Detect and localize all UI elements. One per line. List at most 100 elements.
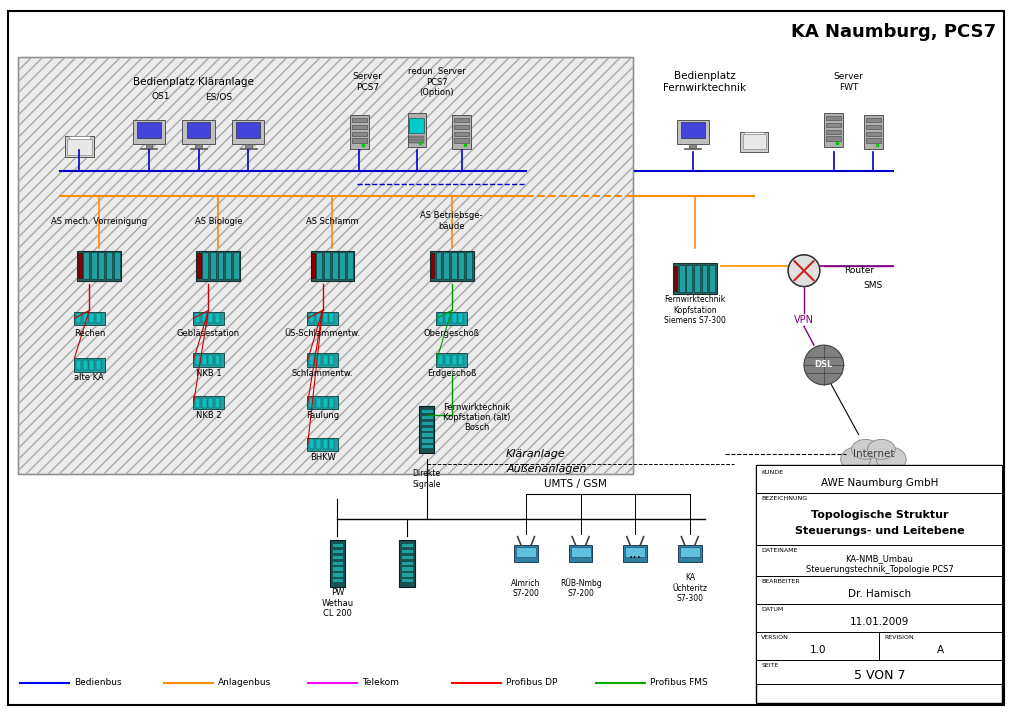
Text: Almrich
S7-200: Almrich S7-200	[511, 579, 540, 598]
Bar	[570, 547, 590, 557]
Bar	[232, 252, 238, 279]
Text: alte KA: alte KA	[74, 373, 104, 383]
Bar	[678, 545, 701, 562]
Bar	[316, 355, 321, 365]
Bar	[208, 313, 213, 323]
Bar	[316, 398, 321, 408]
Text: BEARBEITER: BEARBEITER	[760, 579, 799, 584]
Ellipse shape	[840, 447, 869, 471]
Text: ÜS-Schlammentw.: ÜS-Schlammentw.	[284, 329, 361, 337]
Bar	[421, 409, 432, 413]
Bar	[83, 360, 88, 370]
Bar	[458, 252, 464, 279]
Text: DATEINAME: DATEINAME	[760, 548, 797, 553]
FancyBboxPatch shape	[18, 57, 633, 474]
Bar	[676, 120, 708, 144]
Bar	[322, 398, 327, 408]
Bar	[436, 312, 467, 325]
Bar	[755, 604, 1002, 632]
Bar	[409, 118, 424, 133]
Bar	[451, 115, 471, 149]
Text: Rechen: Rechen	[73, 329, 105, 337]
Bar	[96, 313, 101, 323]
Bar	[755, 545, 1002, 577]
Bar	[865, 139, 880, 143]
Text: DATUM: DATUM	[760, 607, 783, 612]
Text: 1.0: 1.0	[809, 645, 825, 655]
Text: Profibus DP: Profibus DP	[505, 678, 557, 687]
Bar	[329, 355, 334, 365]
Text: PW
Wethau
CL 200: PW Wethau CL 200	[321, 588, 354, 618]
Text: Anlagenbus: Anlagenbus	[218, 678, 271, 687]
Bar	[686, 265, 692, 292]
Text: Dr. Hamisch: Dr. Hamisch	[847, 589, 910, 600]
Text: Profibus FMS: Profibus FMS	[649, 678, 707, 687]
Bar	[322, 355, 327, 365]
Text: KA Naumburg, PCS7: KA Naumburg, PCS7	[790, 24, 995, 42]
Bar	[217, 252, 223, 279]
Text: Obergeschoß: Obergeschoß	[423, 329, 479, 337]
Bar	[708, 265, 714, 292]
Text: A: A	[936, 645, 944, 655]
Bar	[623, 545, 646, 562]
Bar	[331, 543, 343, 547]
Bar	[458, 355, 463, 365]
Bar	[453, 118, 469, 123]
Text: KUNDE: KUNDE	[760, 470, 783, 475]
Bar	[202, 398, 207, 408]
Bar	[742, 134, 765, 149]
Bar	[681, 123, 704, 138]
Bar	[684, 148, 700, 149]
Bar	[69, 136, 90, 139]
Bar	[350, 115, 368, 149]
Bar	[215, 313, 220, 323]
Bar	[400, 567, 413, 571]
Bar	[316, 313, 321, 323]
Bar	[78, 253, 82, 279]
Bar	[197, 253, 201, 279]
Bar	[195, 398, 200, 408]
Bar	[438, 313, 442, 323]
Bar	[245, 144, 252, 148]
Bar	[307, 353, 337, 367]
Bar	[453, 125, 469, 129]
Text: VPN: VPN	[793, 315, 813, 325]
Bar	[755, 493, 1002, 545]
Bar	[329, 540, 344, 587]
Bar	[329, 313, 334, 323]
Bar	[755, 577, 1002, 604]
Text: Steuerungstechnik_Topologie PCS7: Steuerungstechnik_Topologie PCS7	[805, 565, 953, 574]
Text: Topologische Struktur: Topologische Struktur	[810, 510, 948, 520]
Bar	[193, 312, 223, 325]
Bar	[458, 313, 463, 323]
Bar	[141, 148, 157, 149]
Text: Bedienplatz
Fernwirktechnik: Bedienplatz Fernwirktechnik	[662, 71, 746, 93]
Bar	[195, 355, 200, 365]
Bar	[225, 252, 230, 279]
Text: UMTS / GSM: UMTS / GSM	[544, 479, 606, 489]
Bar	[232, 120, 264, 144]
Bar	[90, 360, 95, 370]
Bar	[514, 545, 537, 562]
Bar	[409, 136, 424, 138]
Bar	[740, 131, 767, 151]
Text: Schlammentw.: Schlammentw.	[291, 369, 353, 378]
Bar	[400, 561, 413, 565]
Text: OS1: OS1	[152, 93, 170, 101]
Bar	[316, 252, 322, 279]
Text: AS mech. Vorreinigung: AS mech. Vorreinigung	[51, 217, 147, 225]
Bar	[352, 118, 367, 123]
Bar	[419, 406, 434, 452]
Bar	[421, 415, 432, 419]
Bar	[693, 265, 699, 292]
Text: AS Schlamm: AS Schlamm	[306, 217, 359, 225]
Bar	[755, 660, 1002, 684]
Bar	[421, 432, 432, 437]
Bar	[673, 266, 677, 292]
Bar	[744, 131, 763, 134]
Text: VERSION: VERSION	[760, 635, 789, 640]
Text: redun. Server
PCS7
(Option): redun. Server PCS7 (Option)	[408, 67, 465, 97]
Text: Außenanlagen: Außenanlagen	[505, 464, 586, 474]
Bar	[444, 313, 449, 323]
Bar	[453, 131, 469, 136]
